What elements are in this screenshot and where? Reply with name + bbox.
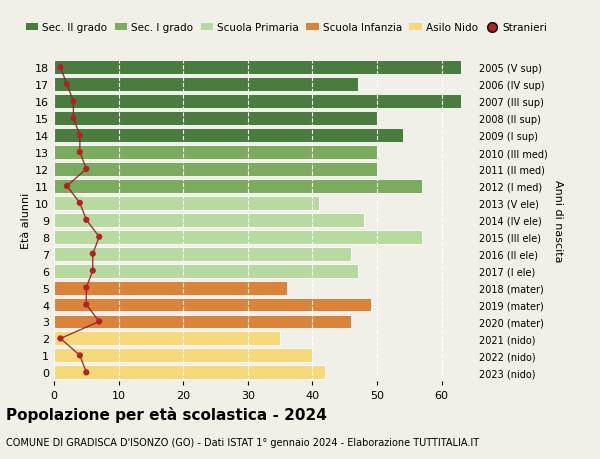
Bar [54,213,364,227]
Bar [54,230,422,244]
Point [56,64,65,72]
Point [56,335,65,342]
Point [75,149,85,157]
Bar [54,146,377,160]
Y-axis label: Anni di nascita: Anni di nascita [553,179,563,262]
Bar [54,365,325,380]
Bar [54,264,358,278]
Point [68,98,78,106]
Point [75,200,85,207]
Text: COMUNE DI GRADISCA D'ISONZO (GO) - Dati ISTAT 1° gennaio 2024 - Elaborazione TUT: COMUNE DI GRADISCA D'ISONZO (GO) - Dati … [6,437,479,447]
Bar [54,247,351,261]
Bar [54,349,313,363]
Point [62,81,72,89]
Y-axis label: Età alunni: Età alunni [21,192,31,248]
Point [75,132,85,140]
Point [82,369,91,376]
Point [88,251,98,258]
Point [82,284,91,291]
Bar [54,179,422,193]
Point [62,183,72,190]
Point [82,301,91,308]
Bar [54,281,287,295]
Point [94,318,104,325]
Bar [54,129,403,143]
Bar [54,196,319,210]
Point [94,234,104,241]
Bar [54,315,351,329]
Point [82,166,91,173]
Bar [54,78,358,92]
Text: Popolazione per età scolastica - 2024: Popolazione per età scolastica - 2024 [6,406,327,422]
Point [88,268,98,275]
Bar [54,298,371,312]
Bar [54,61,461,75]
Point [75,352,85,359]
Legend: Sec. II grado, Sec. I grado, Scuola Primaria, Scuola Infanzia, Asilo Nido, Stran: Sec. II grado, Sec. I grado, Scuola Prim… [26,23,547,33]
Bar [54,95,461,109]
Point [68,115,78,123]
Point [82,217,91,224]
Bar [54,162,377,177]
Bar [54,332,280,346]
Bar [54,112,377,126]
